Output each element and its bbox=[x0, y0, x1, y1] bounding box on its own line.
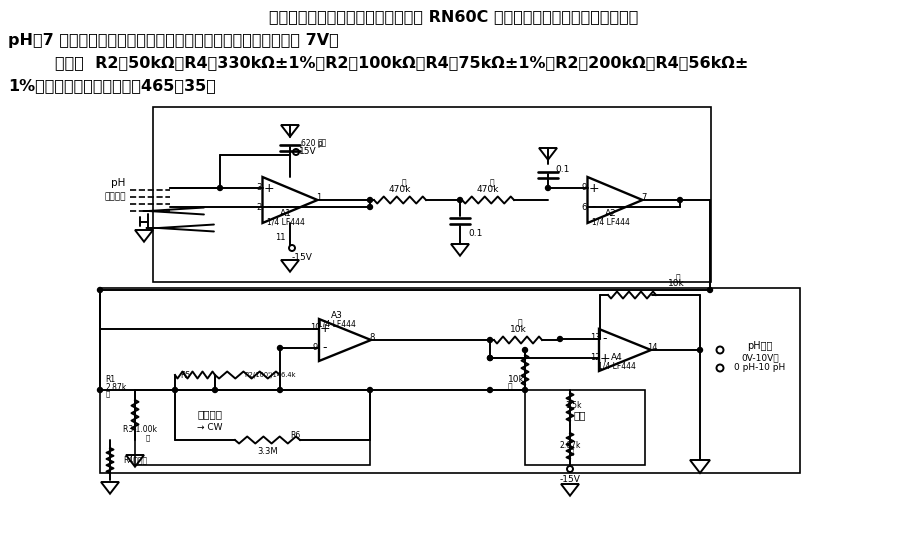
Text: R1: R1 bbox=[105, 375, 115, 385]
Text: 1/4 LF444: 1/4 LF444 bbox=[598, 361, 636, 370]
Text: 10k: 10k bbox=[667, 280, 685, 289]
Text: -: - bbox=[322, 341, 327, 355]
Text: ＊: ＊ bbox=[401, 178, 406, 187]
Circle shape bbox=[488, 388, 492, 393]
Text: 8: 8 bbox=[370, 334, 375, 342]
Text: +: + bbox=[263, 181, 274, 195]
Text: 6: 6 bbox=[581, 202, 587, 211]
Text: R5: R5 bbox=[180, 370, 190, 380]
Text: 3.3M: 3.3M bbox=[258, 446, 279, 455]
Circle shape bbox=[488, 355, 492, 360]
Circle shape bbox=[677, 197, 683, 202]
Circle shape bbox=[173, 388, 177, 393]
Text: 校准: 校准 bbox=[574, 410, 587, 420]
Text: 图中＊＊表示聚苯乙烯电容＊表示用 RN60C 型薄膜电阻。为了校准，探头插入: 图中＊＊表示聚苯乙烯电容＊表示用 RN60C 型薄膜电阻。为了校准，探头插入 bbox=[270, 9, 638, 24]
Text: R3 1.00k: R3 1.00k bbox=[123, 425, 157, 434]
Circle shape bbox=[488, 337, 492, 342]
Text: 3: 3 bbox=[256, 182, 262, 191]
Circle shape bbox=[218, 186, 222, 191]
Circle shape bbox=[522, 388, 528, 393]
Text: 10: 10 bbox=[310, 324, 321, 332]
Text: 14: 14 bbox=[646, 344, 657, 353]
Text: ＊: ＊ bbox=[508, 383, 512, 391]
Text: 9: 9 bbox=[581, 182, 587, 191]
Text: 9: 9 bbox=[312, 342, 318, 351]
Text: -15V: -15V bbox=[291, 252, 312, 261]
Circle shape bbox=[707, 287, 713, 292]
Text: R6: R6 bbox=[290, 430, 301, 439]
Text: pH＝7 的溶液中，温度调到溶液温度，然后调整，使输出读数为 7V。: pH＝7 的溶液中，温度调到溶液温度，然后调整，使输出读数为 7V。 bbox=[8, 32, 339, 47]
Bar bbox=[153, 107, 711, 282]
Text: ＊＊: ＊＊ bbox=[318, 138, 327, 147]
Text: A3: A3 bbox=[331, 311, 343, 320]
Text: -15V: -15V bbox=[559, 475, 580, 484]
Circle shape bbox=[558, 336, 562, 341]
Text: 2.87k: 2.87k bbox=[105, 383, 126, 391]
Text: 0 pH-10 pH: 0 pH-10 pH bbox=[735, 364, 785, 373]
Text: 13: 13 bbox=[589, 334, 600, 342]
Circle shape bbox=[278, 345, 282, 350]
Text: 1%。典型探头为镀金电极＃465－35。: 1%。典型探头为镀金电极＃465－35。 bbox=[8, 78, 216, 93]
Circle shape bbox=[97, 287, 103, 292]
Text: 温度调节: 温度调节 bbox=[198, 409, 222, 419]
Circle shape bbox=[278, 388, 282, 393]
Text: 0.1: 0.1 bbox=[469, 229, 483, 237]
Text: +: + bbox=[588, 181, 599, 195]
Text: 1/4 LF444: 1/4 LF444 bbox=[592, 217, 630, 226]
Text: -: - bbox=[592, 201, 597, 214]
Text: ＊: ＊ bbox=[106, 391, 110, 398]
Text: pH输出: pH输出 bbox=[747, 341, 773, 351]
Text: 1/4 LF444: 1/4 LF444 bbox=[318, 320, 356, 329]
Text: 0.1: 0.1 bbox=[556, 166, 570, 175]
Text: 2: 2 bbox=[256, 202, 262, 211]
Circle shape bbox=[697, 348, 703, 353]
Text: +: + bbox=[599, 351, 610, 365]
Text: pH: pH bbox=[111, 178, 125, 188]
Text: → CW: → CW bbox=[197, 423, 222, 431]
Text: 1/4 LF444: 1/4 LF444 bbox=[267, 217, 305, 226]
Circle shape bbox=[546, 186, 550, 191]
Bar bbox=[135, 390, 370, 465]
Text: 620 p: 620 p bbox=[301, 138, 323, 147]
Text: 2.67k: 2.67k bbox=[559, 440, 581, 449]
Text: 1.5k: 1.5k bbox=[565, 400, 581, 410]
Circle shape bbox=[488, 355, 492, 360]
Bar bbox=[525, 390, 645, 465]
Text: -: - bbox=[267, 201, 271, 214]
Text: 1: 1 bbox=[316, 193, 321, 202]
Text: ＊: ＊ bbox=[518, 319, 522, 327]
Circle shape bbox=[212, 388, 218, 393]
Text: A1: A1 bbox=[280, 210, 292, 219]
Circle shape bbox=[368, 197, 372, 202]
Text: 10k: 10k bbox=[509, 325, 527, 334]
Text: A4: A4 bbox=[611, 354, 623, 363]
Text: ＊: ＊ bbox=[676, 274, 680, 282]
Text: ＊: ＊ bbox=[570, 449, 574, 455]
Circle shape bbox=[458, 197, 462, 202]
Circle shape bbox=[522, 348, 528, 353]
Text: 11: 11 bbox=[275, 232, 285, 241]
Text: 12: 12 bbox=[590, 353, 600, 361]
Text: 7: 7 bbox=[641, 193, 646, 202]
Text: R4＊＊＊: R4＊＊＊ bbox=[123, 455, 147, 464]
Text: +: + bbox=[320, 322, 331, 335]
Text: 10k: 10k bbox=[508, 375, 525, 385]
Circle shape bbox=[97, 388, 103, 393]
Text: 470k: 470k bbox=[477, 185, 499, 193]
Text: 470k: 470k bbox=[389, 185, 411, 193]
Text: 电路中  R2＝50kΩ，R4＝330kΩ±1%；R2＝100kΩ，R4＝75kΩ±1%；R2＝200kΩ，R4＝56kΩ±: 电路中 R2＝50kΩ，R4＝330kΩ±1%；R2＝100kΩ，R4＝75kΩ… bbox=[55, 56, 748, 71]
Bar bbox=[100, 288, 800, 473]
Text: 0V-10V＝: 0V-10V＝ bbox=[741, 354, 779, 363]
Circle shape bbox=[368, 205, 372, 210]
Text: -: - bbox=[603, 332, 607, 345]
Text: ＊: ＊ bbox=[489, 178, 494, 187]
Text: 探头输入: 探头输入 bbox=[104, 192, 125, 201]
Text: A2: A2 bbox=[605, 210, 617, 219]
Text: R2(100')146.4k: R2(100')146.4k bbox=[244, 372, 296, 378]
Text: ＊: ＊ bbox=[146, 435, 150, 441]
Text: 15V: 15V bbox=[300, 147, 317, 156]
Circle shape bbox=[368, 388, 372, 393]
